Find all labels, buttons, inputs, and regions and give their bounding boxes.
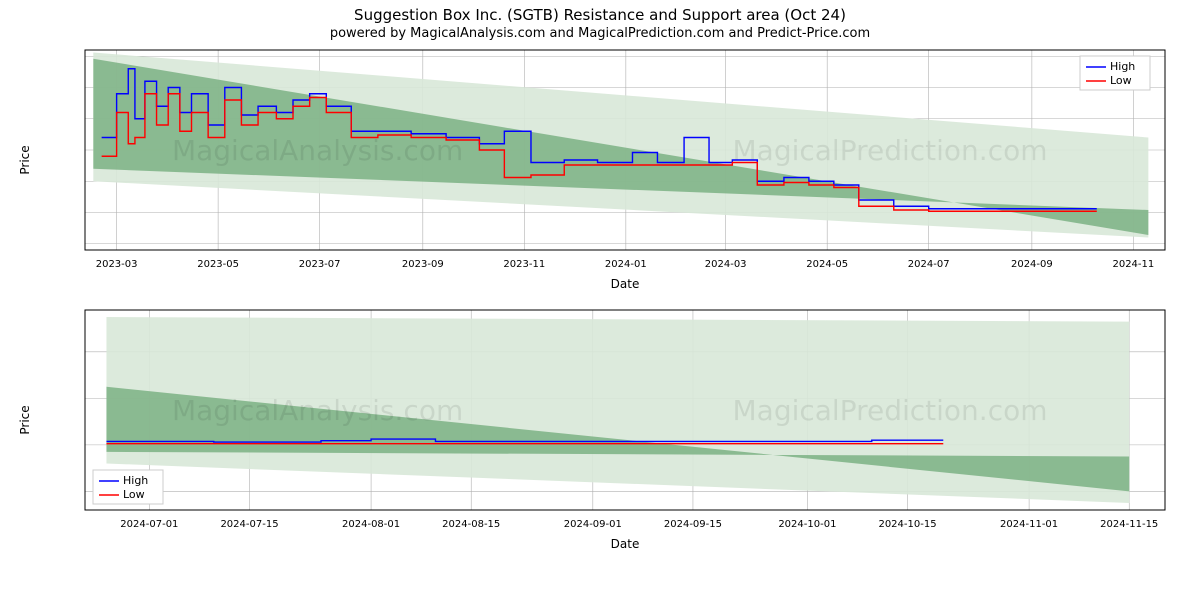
svg-text:2024-01: 2024-01: [605, 259, 647, 270]
svg-text:2024-07-01: 2024-07-01: [120, 519, 178, 530]
ylabel-top: Price: [18, 145, 32, 174]
svg-text:2024-09-15: 2024-09-15: [664, 519, 722, 530]
bottom-chart-svg: 2024-07-01 2024-07-15 2024-08-01 2024-08-15…: [80, 305, 1170, 535]
svg-text:2024-08-15: 2024-08-15: [442, 519, 500, 530]
svg-text:2023-07: 2023-07: [299, 259, 341, 270]
svg-text:Low: Low: [123, 488, 145, 501]
ylabel-bot: Price: [18, 405, 32, 434]
svg-text:2024-10-15: 2024-10-15: [878, 519, 936, 530]
svg-text:2023-09: 2023-09: [402, 259, 444, 270]
svg-text:2024-10-01: 2024-10-01: [778, 519, 836, 530]
svg-text:High: High: [123, 474, 148, 487]
svg-text:2024-09-01: 2024-09-01: [564, 519, 622, 530]
xlabel-bot: Date: [80, 537, 1170, 551]
top-chart-svg: 2023-03 2023-05 2023-07 2023-09 2023-11 2024-…: [80, 45, 1170, 275]
svg-text:2024-03: 2024-03: [705, 259, 747, 270]
svg-text:MagicalPrediction.com: MagicalPrediction.com: [733, 394, 1048, 427]
svg-text:2023-05: 2023-05: [197, 259, 239, 270]
svg-text:High: High: [1110, 60, 1135, 73]
xlabel-top: Date: [80, 277, 1170, 291]
svg-text:2024-11-01: 2024-11-01: [1000, 519, 1058, 530]
svg-text:2024-09: 2024-09: [1011, 259, 1053, 270]
chart-subtitle: powered by MagicalAnalysis.com and Magic…: [0, 26, 1200, 41]
svg-text:2023-11: 2023-11: [503, 259, 545, 270]
svg-text:2024-08-01: 2024-08-01: [342, 519, 400, 530]
top-chart: Price 2023-032023-052023-072023-092023-1…: [80, 45, 1170, 275]
svg-text:MagicalPrediction.com: MagicalPrediction.com: [733, 134, 1048, 167]
svg-text:2024-07-15: 2024-07-15: [220, 519, 278, 530]
svg-text:2024-11: 2024-11: [1112, 259, 1154, 270]
chart-title: Suggestion Box Inc. (SGTB) Resistance an…: [0, 6, 1200, 24]
svg-text:2024-07: 2024-07: [908, 259, 950, 270]
svg-text:2024-05: 2024-05: [806, 259, 848, 270]
svg-text:2024-11-15: 2024-11-15: [1100, 519, 1158, 530]
svg-text:MagicalAnalysis.com: MagicalAnalysis.com: [172, 134, 463, 167]
svg-text:MagicalAnalysis.com: MagicalAnalysis.com: [172, 394, 463, 427]
svg-text:2023-03: 2023-03: [96, 259, 138, 270]
svg-text:Low: Low: [1110, 74, 1132, 87]
bottom-chart: Price 2024-07-012024-07-152024-08-012024…: [80, 305, 1170, 535]
